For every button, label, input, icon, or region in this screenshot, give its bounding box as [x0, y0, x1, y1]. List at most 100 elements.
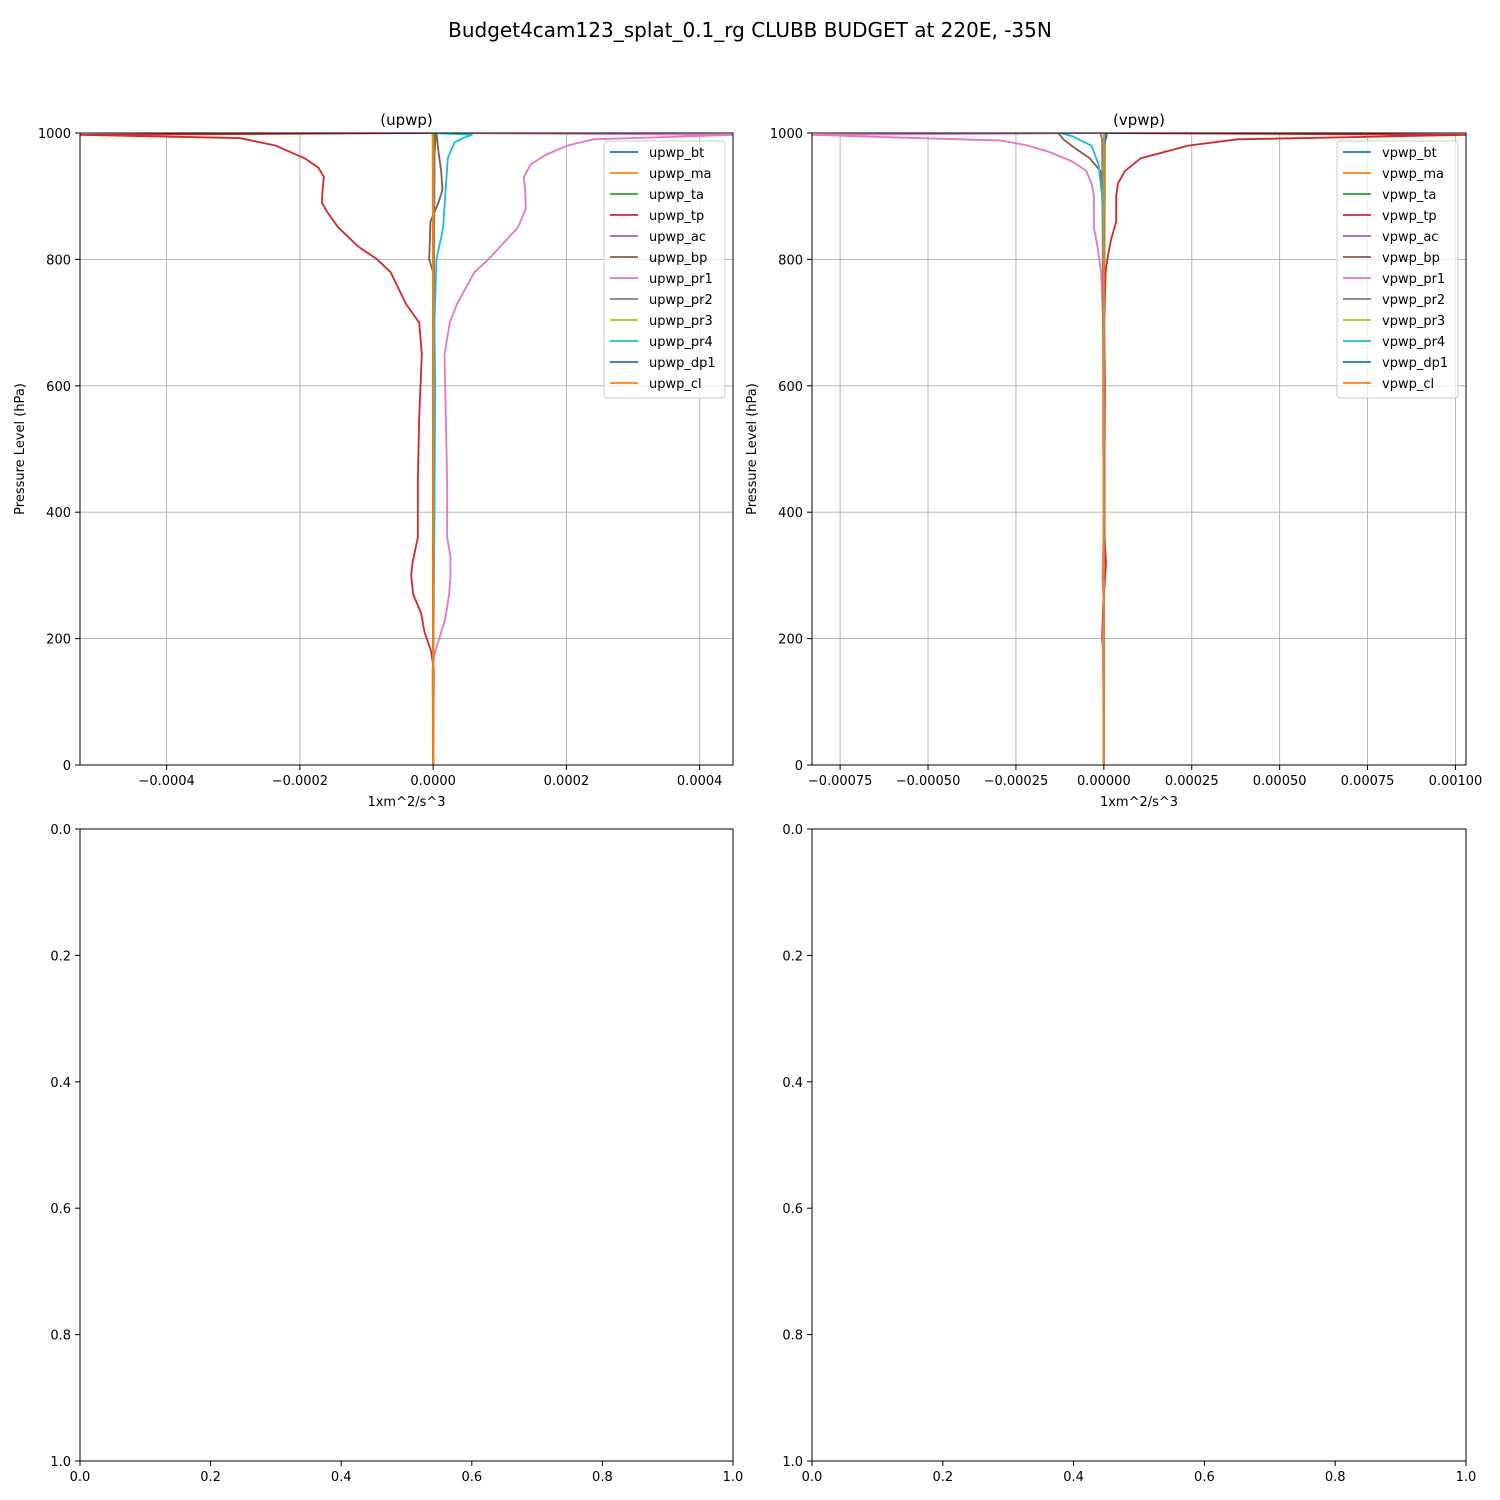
- series-line-upwp_pr1: [431, 133, 733, 765]
- x-tick-label: 0.6: [1194, 1470, 1215, 1485]
- x-tick-label: −0.00075: [808, 774, 873, 789]
- x-tick-label: 0.0002: [544, 774, 590, 789]
- x-tick-label: −0.00025: [984, 774, 1049, 789]
- series-group: [812, 133, 1466, 765]
- panel-title: (vpwp): [1113, 111, 1165, 129]
- y-tick-label: 1000: [770, 127, 803, 142]
- axes-frame: [811, 132, 1467, 766]
- chart-panel-4: 0.0 0.2 0.4 0.6 0.8 1.00.00.20.40.60.81.0: [782, 823, 1476, 1485]
- x-tick-label: 0.2: [200, 1470, 221, 1485]
- x-tick-label: 0.4: [331, 1470, 352, 1485]
- figure-title: Budget4cam123_splat_0.1_rg CLUBB BUDGET …: [448, 18, 1052, 42]
- y-tick-label: 0.8: [50, 1329, 71, 1344]
- y-tick-label: 0.8: [782, 1329, 803, 1344]
- y-tick-label: 800: [46, 253, 71, 268]
- legend-label: upwp_dp1: [649, 356, 716, 371]
- x-tick-label: 0.8: [592, 1470, 613, 1485]
- legend-label: vpwp_tp: [1382, 209, 1437, 224]
- axes-frame: [811, 828, 1467, 1462]
- y-tick-label: 0.2: [782, 949, 803, 964]
- legend-label: upwp_pr2: [649, 293, 713, 308]
- x-tick-label: −0.00050: [896, 774, 961, 789]
- x-tick-label: 1.0: [1456, 1470, 1477, 1485]
- y-tick-label: 1.0: [50, 1455, 71, 1470]
- legend-label: vpwp_pr2: [1382, 293, 1445, 308]
- panel-title: (upwp): [380, 111, 433, 129]
- y-tick-label: 0: [795, 759, 803, 774]
- legend-label: upwp_ta: [649, 188, 704, 203]
- y-tick-label: 600: [778, 380, 803, 395]
- legend-label: vpwp_cl: [1382, 377, 1434, 392]
- x-tick-label: 0.00100: [1429, 774, 1483, 789]
- y-tick-label: 0.4: [782, 1076, 803, 1091]
- chart-panel-1: −0.0004 −0.0002 0.0000 0.0002 0.0004 0 200 400 6…: [13, 111, 734, 810]
- x-tick-label: 0.00075: [1341, 774, 1395, 789]
- x-tick-label: 0.8: [1325, 1470, 1346, 1485]
- x-tick-label: 0.00025: [1165, 774, 1219, 789]
- legend-label: upwp_pr1: [649, 272, 713, 287]
- y-tick-label: 0.4: [50, 1076, 71, 1091]
- x-tick-label: 0.0: [802, 1470, 823, 1485]
- axes-frame: [79, 828, 734, 1462]
- y-tick-label: 800: [778, 253, 803, 268]
- legend-label: vpwp_pr4: [1382, 335, 1445, 350]
- y-tick-label: 400: [46, 506, 71, 521]
- y-tick-label: 0.6: [50, 1202, 71, 1217]
- legend-label: upwp_pr3: [649, 314, 713, 329]
- legend: upwp_bt upwp_ma upwp_ta upwp_tp upwp_ac upwp_…: [603, 140, 726, 399]
- x-tick-label: −0.0004: [138, 774, 194, 789]
- y-tick-label: 0: [63, 759, 71, 774]
- y-tick-label: 0.0: [782, 823, 803, 838]
- legend-label: upwp_pr4: [649, 335, 713, 350]
- x-tick-label: 1.0: [723, 1470, 744, 1485]
- legend-label: upwp_bt: [649, 146, 704, 161]
- axes-frame: [79, 132, 734, 766]
- x-tick-label: 0.00050: [1253, 774, 1307, 789]
- legend-label: vpwp_bt: [1382, 146, 1437, 161]
- chart-panel-3: 0.0 0.2 0.4 0.6 0.8 1.00.00.20.40.60.81.0: [50, 823, 743, 1485]
- x-axis-label: 1xm^2/s^3: [1100, 795, 1178, 810]
- x-tick-label: 0.0: [70, 1470, 91, 1485]
- x-tick-label: 0.2: [932, 1470, 953, 1485]
- legend-label: vpwp_bp: [1382, 251, 1440, 266]
- series-line-upwp_bp: [428, 133, 444, 765]
- y-axis-label: Pressure Level (hPa): [745, 383, 760, 515]
- x-tick-label: 0.4: [1063, 1470, 1084, 1485]
- series-line-upwp_tp: [80, 133, 435, 765]
- series-line-vpwp_pr4: [1059, 133, 1105, 765]
- series-line-vpwp_pr1: [812, 133, 1106, 765]
- legend-label: vpwp_ta: [1382, 188, 1436, 203]
- y-tick-label: 400: [778, 506, 803, 521]
- legend-label: vpwp_ma: [1382, 167, 1444, 182]
- series-group: [80, 133, 733, 765]
- legend-label: upwp_cl: [649, 377, 702, 392]
- chart-panel-2: −0.00075 −0.00050 −0.00025 0.00000 0.00025 0.…: [745, 111, 1482, 810]
- y-tick-label: 1.0: [782, 1455, 803, 1470]
- x-tick-label: 0.6: [461, 1470, 482, 1485]
- series-line-upwp_pr4: [432, 133, 473, 765]
- legend: vpwp_bt vpwp_ma vpwp_ta vpwp_tp vpwp_ac vpwp_…: [1336, 140, 1459, 399]
- x-tick-label: 0.0000: [410, 774, 456, 789]
- y-tick-label: 0.0: [50, 823, 71, 838]
- x-tick-label: 0.00000: [1077, 774, 1131, 789]
- legend-label: vpwp_pr1: [1382, 272, 1445, 287]
- legend-label: upwp_tp: [649, 209, 704, 224]
- y-tick-label: 200: [778, 633, 803, 648]
- legend-label: vpwp_dp1: [1382, 356, 1448, 371]
- x-axis-label: 1xm^2/s^3: [367, 795, 445, 810]
- legend-box: [603, 140, 726, 399]
- legend-label: upwp_bp: [649, 251, 707, 266]
- y-tick-label: 600: [46, 380, 71, 395]
- legend-label: upwp_ac: [649, 230, 706, 245]
- legend-label: upwp_ma: [649, 167, 712, 182]
- y-tick-label: 200: [46, 633, 71, 648]
- y-axis-label: Pressure Level (hPa): [13, 383, 28, 515]
- legend-box: [1336, 140, 1459, 399]
- series-line-vpwp_bp: [1057, 133, 1105, 765]
- y-tick-label: 0.2: [50, 949, 71, 964]
- y-tick-label: 0.6: [782, 1202, 803, 1217]
- x-tick-label: 0.0004: [677, 774, 723, 789]
- legend-label: vpwp_pr3: [1382, 314, 1445, 329]
- x-tick-label: −0.0002: [272, 774, 328, 789]
